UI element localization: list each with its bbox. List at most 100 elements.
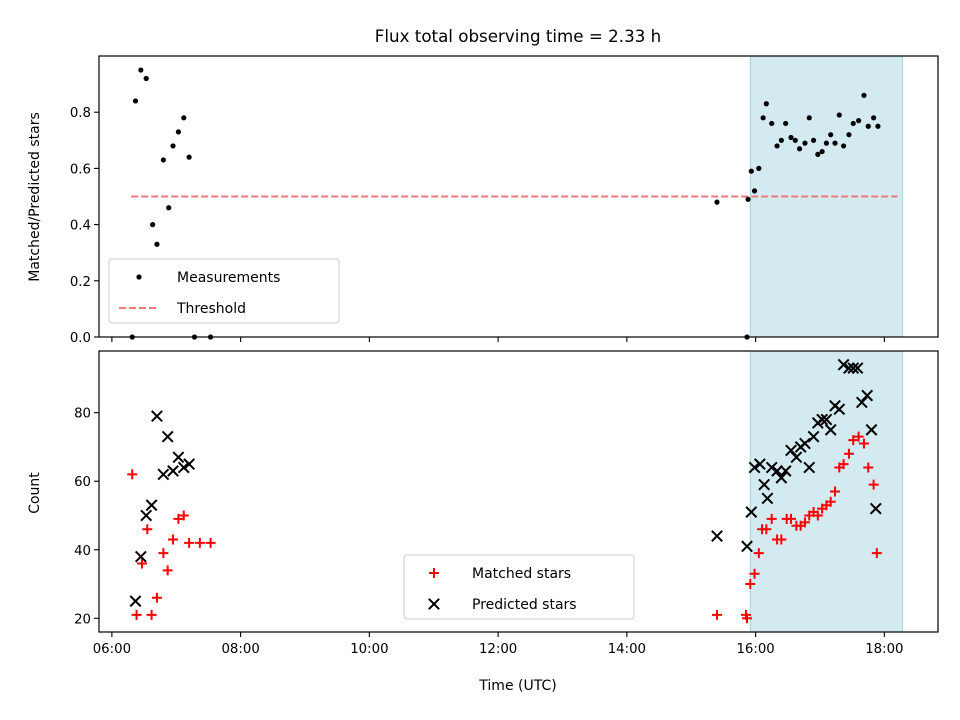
y-tick-label: 0.6 — [70, 162, 91, 177]
data-point — [158, 548, 169, 559]
x-tick-label: 12:00 — [479, 642, 517, 657]
legend-marker — [428, 598, 440, 610]
legend: Measurements Threshold — [108, 258, 340, 324]
data-point — [816, 413, 829, 426]
chart-title: Flux total observing time = 2.33 h — [375, 26, 661, 46]
data-point — [753, 548, 764, 559]
data-point — [184, 537, 195, 548]
data-point — [865, 423, 878, 436]
data-point — [140, 509, 153, 522]
data-point — [129, 595, 142, 608]
x-tick-label: 18:00 — [865, 642, 903, 657]
series-predicted-stars — [129, 358, 882, 608]
data-point — [850, 120, 856, 127]
data-point — [753, 458, 766, 470]
legend-box — [108, 258, 340, 324]
data-point — [869, 502, 882, 515]
data-point — [766, 513, 777, 524]
data-point — [745, 506, 758, 518]
top-y-axis-label: Matched/Predicted stars — [27, 112, 43, 282]
top-panel-ratio: 0.0 0.2 0.4 0.6 0.8 Measurements Threshold — [70, 55, 939, 346]
data-point — [792, 137, 798, 143]
y-tick-label: 0.4 — [70, 219, 91, 234]
y-tick-label: 0.8 — [70, 106, 91, 121]
data-point — [775, 471, 788, 484]
data-point — [162, 565, 173, 576]
data-point — [796, 146, 803, 152]
data-point — [875, 123, 881, 129]
data-point — [194, 537, 205, 548]
data-point — [858, 438, 869, 449]
series-measurements — [129, 67, 881, 340]
data-point — [749, 568, 760, 579]
data-point — [151, 410, 163, 423]
data-point — [760, 115, 766, 121]
y-tick-label: 40 — [74, 544, 91, 559]
bottom-panel-count: 06:00 08:00 10:00 12:00 14:00 16:00 18:00 20 40 6… — [74, 350, 939, 657]
data-point — [823, 140, 830, 146]
data-point — [756, 165, 762, 171]
data-point — [779, 465, 792, 477]
data-point — [830, 486, 841, 497]
legend-label: Measurements — [177, 270, 280, 286]
data-point — [132, 98, 139, 104]
data-point — [771, 465, 783, 477]
data-point — [774, 143, 780, 149]
data-point — [840, 143, 847, 149]
data-point — [175, 129, 181, 135]
x-tick-label: 06:00 — [93, 642, 131, 657]
data-point — [138, 67, 144, 73]
data-point — [806, 115, 812, 121]
data-point — [843, 448, 854, 459]
data-point — [150, 222, 156, 228]
data-point — [776, 534, 787, 545]
data-point — [168, 534, 179, 545]
data-point — [183, 458, 196, 470]
data-point — [177, 461, 190, 474]
y-tick-label: 0.0 — [70, 331, 91, 346]
data-point — [802, 140, 808, 146]
data-point — [865, 123, 871, 129]
data-point — [745, 196, 751, 202]
data-point — [131, 609, 142, 620]
axes-frame — [98, 350, 939, 633]
data-point — [807, 430, 820, 443]
data-point — [799, 517, 810, 528]
data-point — [146, 609, 157, 620]
data-point — [843, 362, 855, 375]
data-point — [832, 140, 838, 146]
data-point — [711, 530, 723, 542]
data-point — [154, 241, 160, 247]
data-point — [142, 524, 153, 535]
data-point — [742, 613, 753, 624]
data-point — [157, 468, 170, 481]
data-point — [837, 358, 850, 371]
data-point — [160, 157, 166, 163]
data-point — [161, 430, 174, 443]
data-point — [761, 524, 772, 535]
data-point — [166, 205, 172, 211]
data-point — [803, 461, 816, 474]
data-point — [833, 403, 846, 416]
data-point — [825, 496, 836, 507]
bottom-y-axis-label: Count — [27, 472, 43, 514]
data-point — [861, 389, 874, 402]
data-point — [714, 199, 720, 205]
x-axis-label: Time (UTC) — [478, 678, 556, 694]
legend-label: Matched stars — [472, 566, 571, 582]
legend-marker — [429, 568, 439, 578]
data-point — [871, 115, 877, 121]
data-point — [846, 132, 852, 138]
data-point — [863, 462, 874, 473]
data-point — [763, 101, 769, 107]
data-point — [134, 550, 147, 563]
data-point — [711, 609, 722, 620]
data-point — [748, 168, 754, 174]
data-point — [836, 112, 842, 118]
data-point — [151, 592, 162, 603]
data-point — [856, 118, 862, 124]
data-point — [815, 151, 821, 157]
data-point — [186, 154, 192, 160]
data-point — [136, 558, 147, 569]
data-point — [855, 396, 868, 409]
